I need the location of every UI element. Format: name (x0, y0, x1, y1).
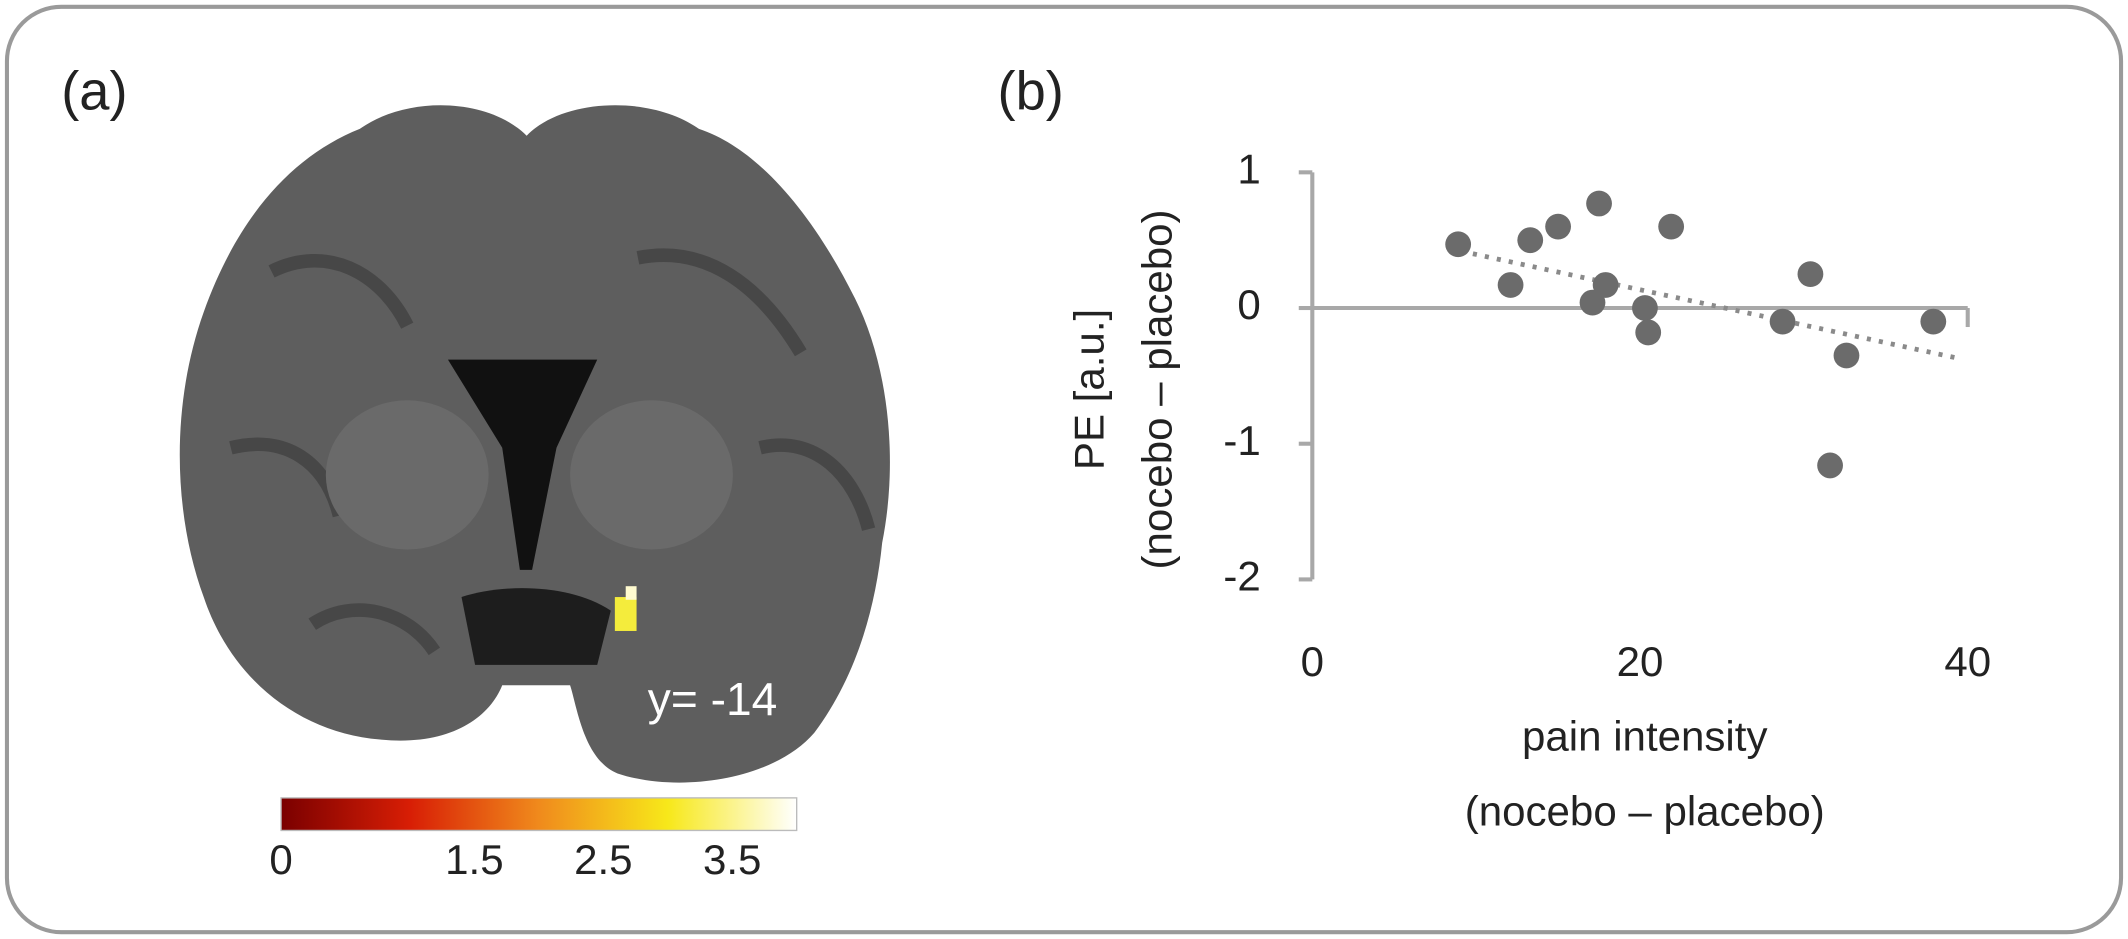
y-tick-label: -2 (1223, 553, 1260, 600)
y-axis-label: (nocebo – placebo) (1133, 209, 1180, 569)
data-point (1920, 308, 1947, 335)
data-point (1833, 342, 1860, 369)
ventricle (447, 359, 598, 570)
data-point (1586, 190, 1612, 217)
y-tick-label: 0 (1237, 281, 1260, 328)
data-point (1769, 308, 1796, 335)
y-tick-label: -1 (1223, 417, 1260, 464)
slice-annotation: y= -14 (648, 673, 777, 725)
data-point (1658, 213, 1685, 240)
data-point (1817, 452, 1843, 479)
data-point (1545, 213, 1571, 240)
data-point (1797, 261, 1824, 287)
data-point (1497, 272, 1524, 298)
data-point (1517, 227, 1544, 254)
brain-nucleus (325, 400, 489, 550)
x-axis-label: (nocebo – placebo) (1465, 787, 1825, 834)
colorbar (280, 797, 798, 832)
brain-nucleus (570, 400, 733, 550)
colorbar-tick-label: 3.5 (703, 836, 761, 883)
brain-sulci (229, 248, 876, 656)
activation-cluster (625, 586, 637, 600)
activation-cluster (614, 597, 637, 631)
panel-label: (b) (998, 60, 1064, 121)
data-point (1445, 231, 1472, 258)
brain-image (179, 105, 890, 783)
x-axis-label: pain intensity (1522, 713, 1767, 760)
y-axis-label: PE [a.u.] (1066, 309, 1113, 470)
data-point (1635, 319, 1662, 346)
panel-label: (a) (61, 60, 127, 121)
x-tick-label: 40 (1944, 638, 1991, 685)
data-point (1579, 289, 1606, 316)
colorbar-tick-label: 1.5 (445, 836, 503, 883)
data-point (1592, 272, 1619, 298)
y-tick-label: 1 (1237, 145, 1260, 192)
data-point (1632, 295, 1658, 321)
colorbar-tick-label: 2.5 (574, 836, 632, 883)
x-tick-label: 20 (1617, 638, 1664, 685)
trend-line (1472, 251, 1959, 361)
x-tick-label: 0 (1301, 638, 1324, 685)
brain-dark-region (461, 588, 611, 665)
colorbar-tick-label: 0 (269, 836, 292, 883)
